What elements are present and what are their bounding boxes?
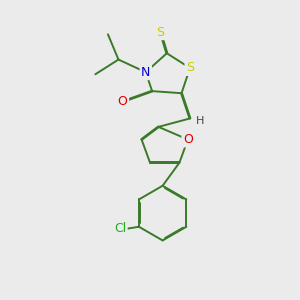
Text: S: S [157,26,164,39]
Text: O: O [183,133,193,146]
Text: H: H [196,116,205,126]
Text: N: N [141,66,151,79]
Text: Cl: Cl [114,222,126,236]
Text: O: O [118,95,128,108]
Text: S: S [186,61,194,74]
